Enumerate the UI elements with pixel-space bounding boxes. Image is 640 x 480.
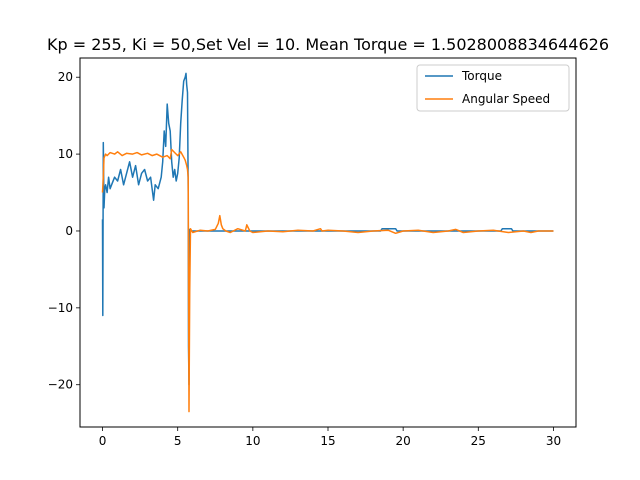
legend-label-1: Angular Speed xyxy=(462,92,550,106)
x-tick-label-3: 15 xyxy=(320,434,335,448)
x-tick-label-1: 5 xyxy=(174,434,182,448)
series-line-1 xyxy=(101,148,554,413)
x-axis: 0 5 10 15 20 25 30 xyxy=(99,427,561,448)
x-tick-label-4: 20 xyxy=(396,434,411,448)
axes-frame xyxy=(79,57,577,428)
x-tick-label-0: 0 xyxy=(99,434,107,448)
x-tick-label-2: 10 xyxy=(245,434,260,448)
legend: Torque Angular Speed xyxy=(416,64,570,112)
chart-title: Kp = 255, Ki = 50,Set Vel = 10. Mean Tor… xyxy=(47,35,609,54)
plot-area xyxy=(101,72,554,413)
legend-box xyxy=(416,64,570,112)
series-line-0 xyxy=(101,72,554,386)
y-tick-label-0: −20 xyxy=(48,378,73,392)
y-tick-label-2: 0 xyxy=(65,224,73,238)
legend-label-0: Torque xyxy=(461,69,502,83)
y-tick-label-4: 20 xyxy=(58,70,73,84)
x-tick-label-6: 30 xyxy=(546,434,561,448)
x-tick-label-5: 25 xyxy=(471,434,486,448)
y-axis: −20 −10 0 10 20 xyxy=(48,70,80,392)
y-tick-label-1: −10 xyxy=(48,301,73,315)
y-tick-label-3: 10 xyxy=(58,147,73,161)
